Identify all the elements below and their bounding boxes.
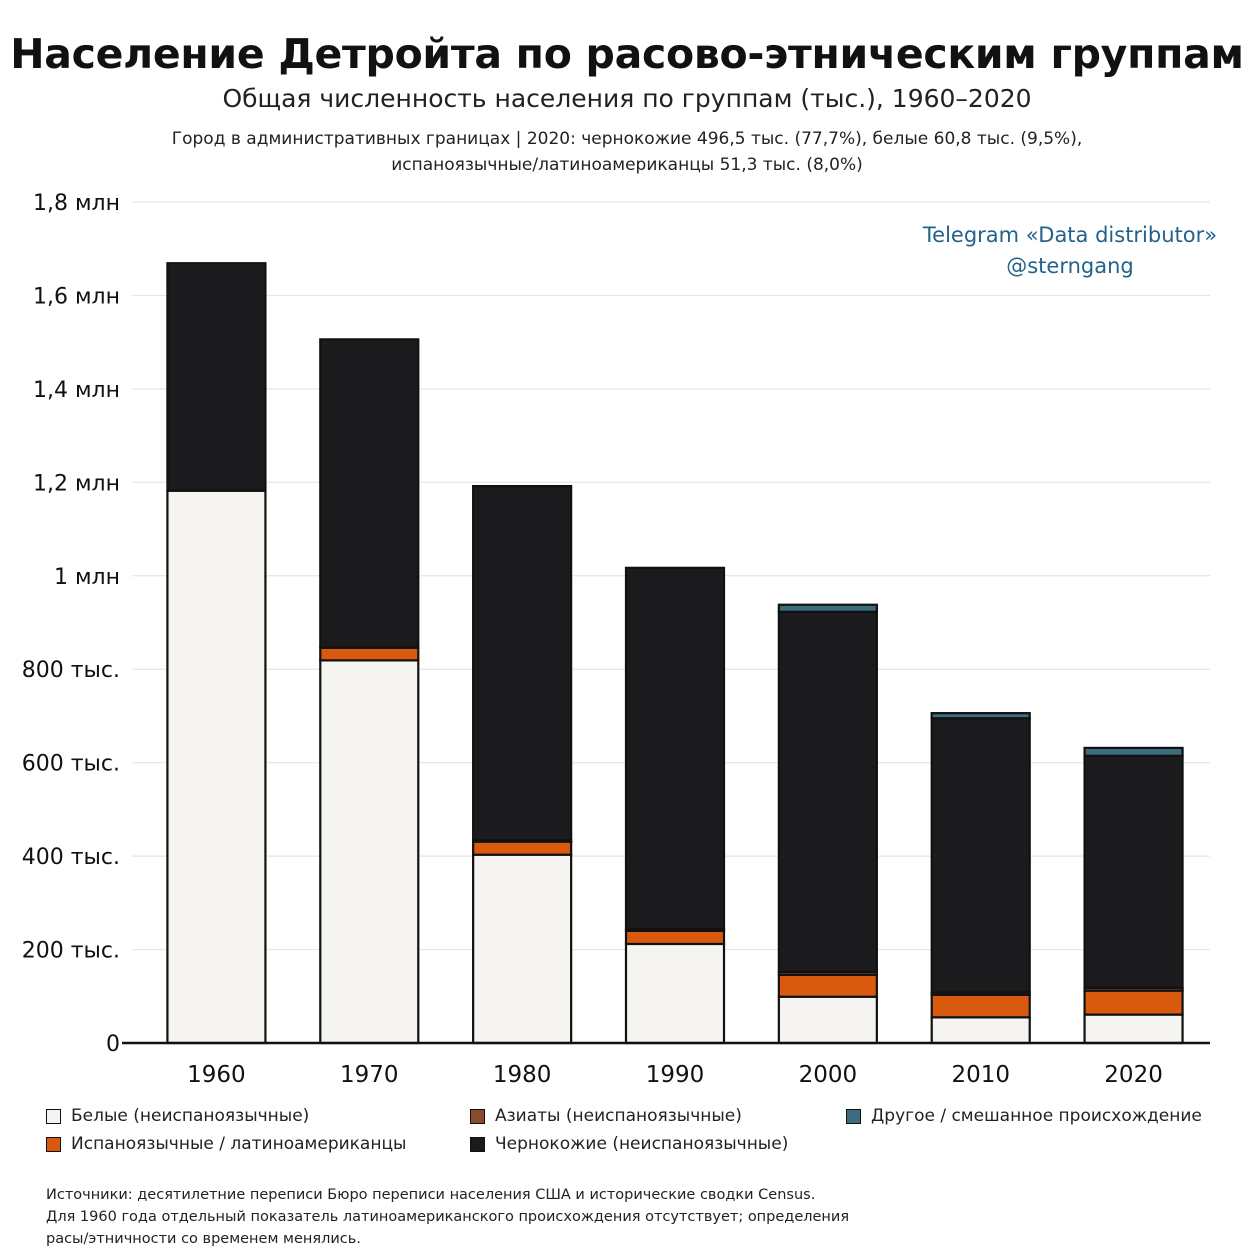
x-tick-label: 2000 (799, 1062, 858, 1088)
bar-segment-other (1083, 746, 1184, 757)
bar-segment-white (624, 942, 726, 1045)
bar-segment-hispanic (930, 993, 1031, 1019)
y-tick-label: 1,8 млн (33, 191, 120, 216)
watermark-line-1: Telegram «Data distributor» (922, 223, 1218, 247)
bar-segment-white (1083, 1013, 1184, 1045)
x-axis-tick-labels: 1960 1970 1980 1990 2000 2010 2020 (187, 1062, 1163, 1088)
bar-segment-other (930, 712, 1031, 720)
bar-stack-1990 (624, 566, 726, 1045)
bars (166, 262, 1184, 1045)
bar-segment-hispanic (319, 646, 420, 662)
y-axis-tick-labels: 0 200 тыс. 400 тыс. 600 тыс. 800 тыс. 1 млн 1,… (22, 191, 120, 1057)
y-tick-label: 400 тыс. (22, 845, 120, 870)
sources-line-3: расы/этничности со временем менялись. (46, 1231, 361, 1247)
y-tick-label: 1 млн (54, 565, 120, 590)
x-tick-label: 1970 (340, 1062, 399, 1088)
watermark: Telegram «Data distributor» @sterngang (920, 220, 1220, 282)
sources-line-1: Источники: десятилетние переписи Бюро пе… (46, 1187, 816, 1203)
chart-note: Город в административных границах | 2020… (0, 126, 1254, 178)
chart-subtitle: Общая численность населения по группам (… (222, 84, 1032, 113)
y-tick-label: 1,4 млн (33, 378, 120, 403)
bar-segment-hispanic (624, 929, 726, 946)
bar-segment-black (777, 610, 878, 974)
watermark-line-2: @sterngang (1006, 254, 1134, 278)
bar-stack-2000 (777, 603, 878, 1045)
y-tick-label: 0 (106, 1032, 120, 1057)
bar-segment-hispanic (1083, 989, 1184, 1016)
bar-segment-black (319, 338, 420, 649)
bar-segment-white (166, 489, 267, 1045)
bar-stack-1970 (319, 338, 420, 1045)
bar-segment-black (1083, 754, 1184, 989)
y-tick-label: 600 тыс. (22, 752, 120, 777)
x-tick-label: 1960 (187, 1062, 246, 1088)
y-tick-label: 1,6 млн (33, 284, 120, 309)
bar-segment-white (777, 995, 878, 1045)
chart-note-line-2: испаноязычные/латиноамериканцы 51,3 тыс.… (391, 155, 863, 175)
bar-segment-other (777, 603, 878, 613)
sources-note: Источники: десятилетние переписи Бюро пе… (46, 1184, 1226, 1250)
bar-segment-black (624, 566, 726, 931)
bar-segment-hispanic (777, 973, 878, 998)
x-tick-label: 2020 (1104, 1062, 1163, 1088)
y-tick-label: 200 тыс. (22, 939, 120, 964)
bar-stack-2020 (1083, 746, 1184, 1045)
sources-line-2: Для 1960 года отдельный показатель латин… (46, 1209, 850, 1225)
bar-segment-hispanic (472, 840, 573, 856)
chart-title: Население Детройта по расово-этническим … (10, 30, 1244, 78)
bar-stack-2010 (930, 712, 1031, 1045)
bar-segment-black (930, 717, 1031, 994)
bar-stack-1980 (472, 484, 573, 1045)
bar-stack-1960 (166, 262, 267, 1045)
bar-segment-white (472, 853, 573, 1045)
bar-segment-black (472, 484, 573, 842)
x-tick-label: 1990 (646, 1062, 705, 1088)
bar-segment-white (319, 659, 420, 1045)
bar-segment-black (166, 262, 267, 492)
y-tick-label: 800 тыс. (22, 658, 120, 683)
x-tick-label: 1980 (493, 1062, 552, 1088)
bar-segment-white (930, 1016, 1031, 1045)
x-tick-label: 2010 (951, 1062, 1010, 1088)
y-tick-label: 1,2 млн (33, 471, 120, 496)
chart-note-line-1: Город в административных границах | 2020… (171, 129, 1083, 149)
